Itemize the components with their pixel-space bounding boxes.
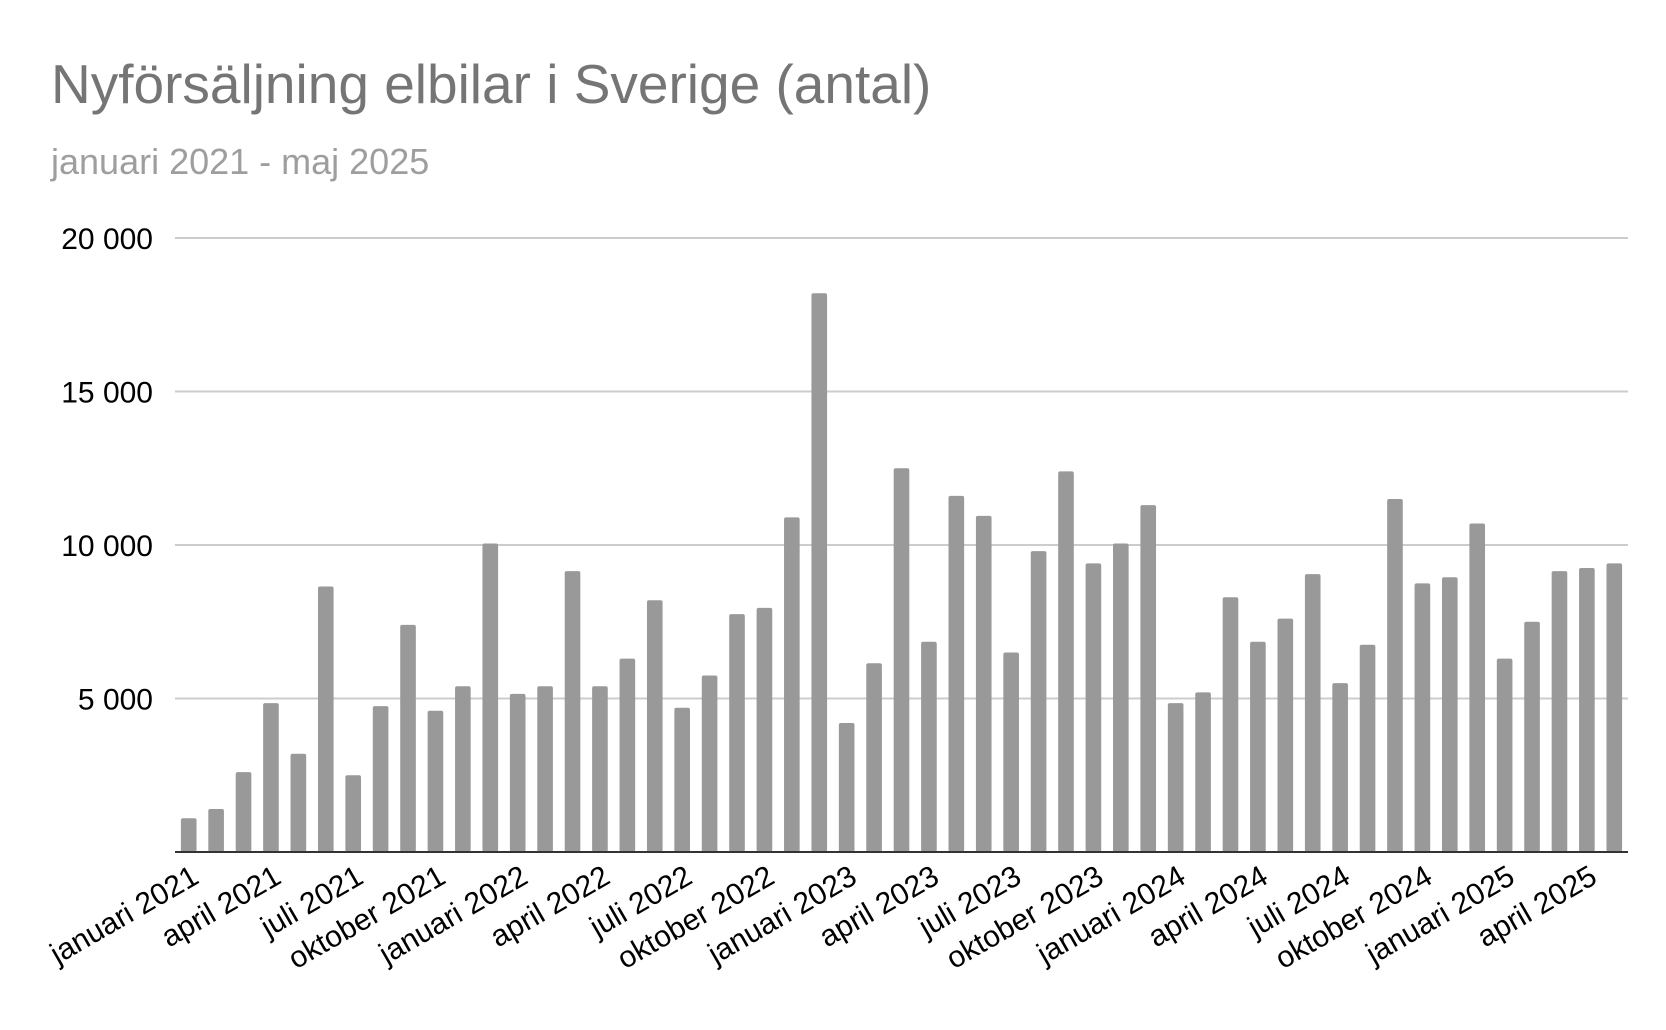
bar — [455, 686, 471, 852]
bar — [1222, 597, 1239, 852]
bar — [1359, 644, 1376, 852]
bar — [372, 706, 389, 852]
bar — [1085, 563, 1102, 852]
bar — [1332, 683, 1348, 852]
bar — [345, 775, 362, 852]
bar — [1140, 505, 1157, 852]
bar — [866, 663, 882, 852]
bar — [427, 710, 444, 852]
bar — [921, 641, 937, 852]
bars — [180, 293, 1623, 852]
bar — [1414, 583, 1431, 852]
bar — [784, 517, 800, 852]
bar — [482, 543, 499, 852]
y-tick-label: 15 000 — [61, 377, 153, 410]
y-tick-label: 20 000 — [61, 223, 153, 256]
bar — [263, 703, 279, 852]
bar — [1277, 618, 1294, 852]
bar — [701, 675, 718, 852]
bar — [674, 707, 690, 852]
bar — [509, 693, 526, 852]
y-tick-label: 5 000 — [78, 684, 153, 717]
bar — [756, 607, 773, 852]
bar — [1441, 577, 1458, 852]
y-tick-label: 10 000 — [61, 530, 153, 563]
chart-title: Nyförsäljning elbilar i Sverige (antal) — [51, 53, 932, 115]
bar — [400, 624, 416, 852]
y-axis-tick-labels: 5 000 10 000 15 000 20 000 — [61, 223, 153, 717]
bar — [1387, 498, 1403, 852]
bar — [948, 495, 965, 852]
bar — [1167, 703, 1184, 852]
bar — [235, 772, 252, 852]
bar — [208, 809, 224, 852]
bar — [1030, 551, 1047, 852]
bar — [838, 723, 855, 852]
bar — [1113, 543, 1129, 852]
bar — [729, 614, 745, 852]
bar — [1579, 568, 1595, 852]
chart-subtitle: januari 2021 - maj 2025 — [51, 141, 430, 182]
bar — [317, 586, 334, 852]
bar — [619, 658, 636, 852]
bar — [646, 600, 663, 852]
bar — [564, 571, 581, 852]
bar — [1496, 658, 1513, 852]
bar — [180, 818, 197, 852]
bar — [1195, 692, 1211, 852]
bar — [1551, 571, 1568, 852]
bar — [592, 686, 608, 852]
bar — [1469, 523, 1486, 852]
bar — [1058, 471, 1074, 852]
bar — [1524, 621, 1540, 852]
bar — [975, 515, 992, 852]
bar — [537, 686, 553, 852]
bar — [1606, 563, 1623, 852]
bar — [893, 468, 910, 852]
bar — [1304, 574, 1321, 852]
bar — [1003, 652, 1019, 852]
bar — [811, 293, 828, 852]
bar — [290, 753, 307, 852]
bar — [1250, 641, 1266, 852]
